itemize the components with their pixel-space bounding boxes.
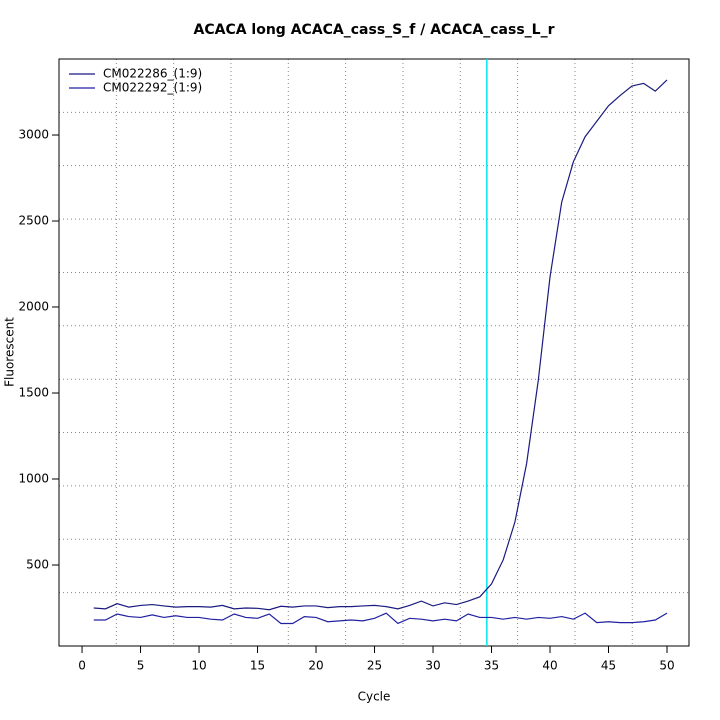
legend-label: CM022286_(1:9)	[103, 67, 202, 81]
y-tick-label: 2000	[18, 300, 49, 314]
plot-frame	[58, 58, 690, 647]
y-axis-label: Fluorescent	[3, 317, 17, 387]
chart-title: ACACA long ACACA_cass_S_f / ACACA_cass_L…	[194, 22, 555, 38]
x-axis-label: Cycle	[358, 690, 391, 704]
y-tick-label: 500	[26, 557, 49, 571]
y-tick-label: 3000	[18, 128, 49, 142]
x-tick-label: 20	[308, 659, 323, 673]
y-tick-label: 1000	[18, 471, 49, 485]
x-tick-label: 30	[425, 659, 440, 673]
x-tick-label: 35	[484, 659, 499, 673]
x-tick-label: 25	[367, 659, 382, 673]
series-line	[93, 612, 668, 625]
y-tick-label: 1500	[18, 386, 49, 400]
legend-label: CM022292_(1:9)	[103, 81, 202, 95]
x-tick-label: 5	[137, 659, 145, 673]
y-tick-label: 2500	[18, 214, 49, 228]
x-tick-label: 40	[542, 659, 557, 673]
x-tick-label: 45	[601, 659, 616, 673]
x-tick-label: 15	[250, 659, 265, 673]
x-tick-label: 50	[659, 659, 674, 673]
x-tick-label: 10	[191, 659, 206, 673]
series-line	[93, 79, 668, 611]
x-tick-label: 0	[78, 659, 86, 673]
